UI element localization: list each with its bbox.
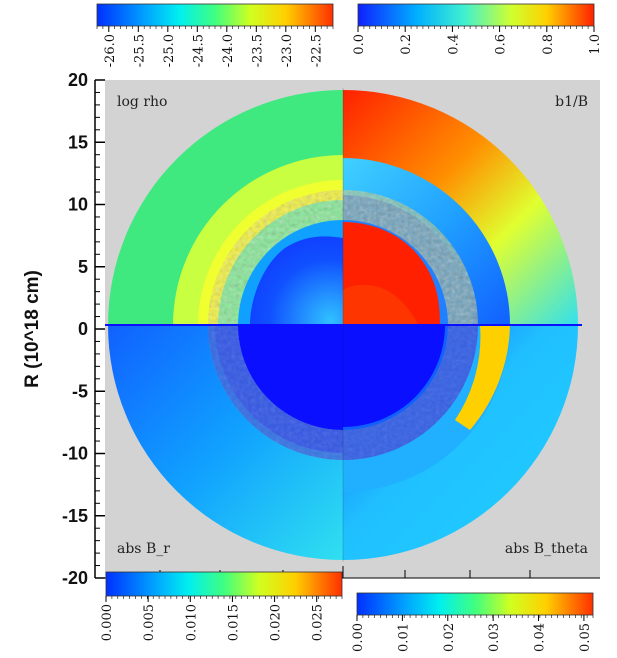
colorbar-tick-label: 0.025 [311, 604, 326, 641]
colorbar-tick-label: 0.015 [226, 604, 241, 641]
colorbar-gradient [357, 3, 595, 27]
colorbar-tick-label: -24.0 [221, 34, 236, 67]
colorbar-tick-label: 0.01 [396, 623, 411, 652]
colorbar-tick-label: 0.6 [494, 34, 509, 55]
y-tick-label: -20 [62, 568, 88, 588]
colorbar-gradient [96, 3, 334, 27]
colorbar-tick-label: 0.8 [541, 34, 556, 55]
colorbar-tick-label: 0.03 [487, 623, 502, 652]
y-tick-label: 15 [68, 132, 88, 152]
y-tick-label: 20 [68, 70, 88, 90]
panel-label-b1-over-b: b1/B [555, 94, 588, 110]
colorbar-log-rho: -26.0 -25.5 -25.0 -24.5 -24.0 -23.5 -23.0 -22.5 [96, 3, 334, 67]
colorbar-tick-label: 0.02 [442, 623, 457, 652]
y-tick-label: -5 [72, 381, 88, 401]
colorbar-tick-label: -24.5 [191, 34, 206, 67]
panel-label-abs-b-r: abs B_r [117, 541, 170, 557]
colorbar-tick-label: 1.0 [588, 34, 603, 55]
colorbar-tick-label: 0.020 [269, 604, 284, 641]
colorbar-tick-label: 0.010 [184, 604, 199, 641]
y-tick-label: 0 [78, 319, 88, 339]
colorbar-tick-label: -26.0 [103, 34, 118, 67]
colorbar-gradient [356, 592, 594, 616]
colorbar-tick-label: 0.05 [578, 623, 593, 652]
colorbar-tick-label: 0.2 [399, 34, 414, 55]
colorbar-tick-label: 0.4 [446, 34, 461, 55]
colorbar-gradient [105, 571, 343, 597]
colorbar-tick-label: -22.5 [309, 34, 324, 67]
colorbar-tick-label: 0.00 [351, 623, 366, 652]
y-tick-label: -10 [62, 444, 88, 464]
y-tick-label: -15 [62, 506, 88, 526]
y-tick-label: 5 [78, 257, 88, 277]
colorbar-tick-label: -23.0 [280, 34, 295, 67]
colorbar-tick-label: -25.5 [132, 34, 147, 67]
colorbar-tick-label: 0.04 [533, 623, 548, 652]
panel-label-log-rho: log rho [117, 94, 167, 110]
panel-label-abs-b-theta: abs B_theta [505, 541, 588, 557]
colorbar-b1-over-b: 0.0 0.2 0.4 0.6 0.8 1.0 [352, 3, 603, 55]
y-tick-label: 10 [68, 195, 88, 215]
colorbar-tick-label: 0.0 [352, 34, 367, 55]
colorbar-tick-label: 0.005 [142, 604, 157, 641]
colorbar-tick-label: 0.000 [100, 604, 115, 641]
y-axis-label: R (10^18 cm) [22, 270, 43, 388]
colorbar-abs-b-theta: 0.00 0.01 0.02 0.03 0.04 0.05 [351, 592, 594, 652]
y-axis: 20 15 10 5 0 -5 -10 -15 -20 [62, 70, 105, 588]
panel-abs-b-r [108, 325, 343, 560]
colorbar-tick-label: -23.5 [250, 34, 265, 67]
colorbar-tick-label: -25.0 [162, 34, 177, 67]
colorbar-abs-b-r: 0.000 0.005 0.010 0.015 0.020 0.025 [100, 571, 343, 641]
